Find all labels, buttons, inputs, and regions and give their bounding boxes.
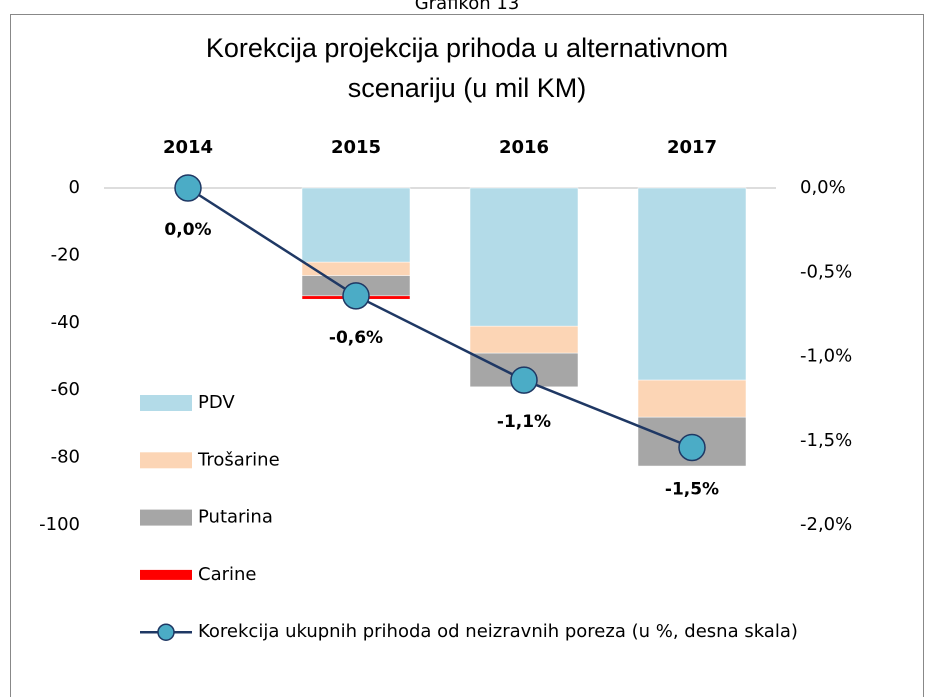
legend-label: Carine xyxy=(198,564,256,585)
bar-segment xyxy=(301,261,411,276)
line-marker xyxy=(342,282,370,310)
y-tick-label: -20 xyxy=(51,244,80,265)
y-tick-label: -100 xyxy=(39,514,80,535)
line-marker xyxy=(174,174,202,202)
x-tick-label: 2016 xyxy=(499,137,549,158)
line-marker xyxy=(510,366,538,394)
y2-tick-label: -0,5% xyxy=(800,261,852,282)
data-label: -1,1% xyxy=(497,412,551,432)
legend-label: Trošarine xyxy=(197,449,280,470)
bar-segment xyxy=(637,187,747,381)
y2-tick-label: -1,0% xyxy=(800,346,852,367)
x-tick-label: 2017 xyxy=(667,137,717,158)
bar-segment xyxy=(301,187,411,263)
chart-caption: Grafikon 13 xyxy=(415,0,520,14)
legend-swatch xyxy=(140,509,192,526)
legend-marker xyxy=(157,623,175,641)
line xyxy=(187,186,693,449)
x-tick-label: 2014 xyxy=(163,137,213,158)
legend-swatch xyxy=(140,452,192,469)
data-label: -0,6% xyxy=(329,328,383,348)
chart-title: Korekcija projekcija prihoda u alternati… xyxy=(206,33,728,63)
legend-label: PDV xyxy=(198,392,235,413)
y-tick-label: -40 xyxy=(51,312,80,333)
bar-segment xyxy=(637,379,747,418)
y2-tick-label: 0,0% xyxy=(800,177,846,198)
y-tick-label: -80 xyxy=(51,447,80,468)
bar-segment xyxy=(469,187,579,327)
legend-label: Korekcija ukupnih prihoda od neizravnih … xyxy=(198,621,798,642)
legend-label: Putarina xyxy=(198,507,273,528)
bar-segment xyxy=(469,325,579,354)
y-tick-label: -60 xyxy=(51,379,80,400)
chart-frame xyxy=(10,14,924,697)
y-tick-label: 0 xyxy=(69,177,80,198)
y2-tick-label: -1,5% xyxy=(800,430,852,451)
data-label: 0,0% xyxy=(164,220,211,240)
y2-tick-label: -2,0% xyxy=(800,514,852,535)
data-label: -1,5% xyxy=(665,479,719,499)
x-tick-label: 2015 xyxy=(331,137,381,158)
line-marker xyxy=(678,433,706,462)
chart-title: scenariju (u mil KM) xyxy=(348,73,587,103)
legend-swatch xyxy=(140,395,192,411)
legend-swatch xyxy=(140,569,192,580)
